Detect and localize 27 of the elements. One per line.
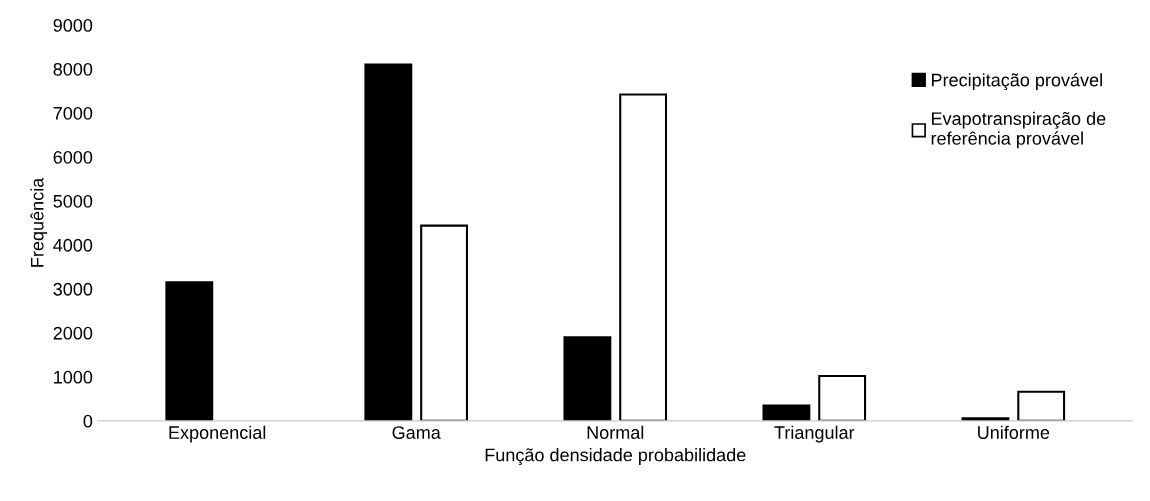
y-tick-label: 4000: [53, 238, 93, 252]
y-tick-label: 7000: [53, 106, 93, 120]
bar: [420, 224, 469, 421]
y-tick-label: 9000: [53, 18, 93, 32]
legend-label: Precipitação provável: [931, 72, 1102, 91]
y-tick-label: 8000: [53, 62, 93, 76]
bar: [563, 336, 612, 421]
legend-label: Evapotranspiração de referência provável: [931, 111, 1106, 149]
y-tick-label: 3000: [53, 282, 93, 296]
y-axis-title: Frequência: [30, 177, 48, 267]
bar: [619, 93, 668, 421]
bar: [165, 281, 214, 421]
y-tick-label: 6000: [53, 150, 93, 164]
y-tick-label: 1000: [54, 370, 93, 384]
bar: [762, 404, 811, 421]
x-tick-label: Uniforme: [978, 425, 1050, 439]
x-tick-label: Normal: [587, 425, 644, 439]
bar: [818, 374, 867, 421]
y-tick-label: 2000: [53, 326, 93, 340]
y-tick-label: 0: [83, 414, 93, 428]
x-tick-label: Triangular: [774, 425, 855, 443]
bar: [364, 63, 413, 421]
x-axis-title: Função densidade probabilidade: [485, 448, 746, 465]
y-tick-label: 5000: [53, 194, 93, 208]
x-tick-label: Exponencial: [169, 425, 266, 443]
x-tick-label: Gama: [392, 426, 441, 439]
bar: [1017, 390, 1066, 421]
